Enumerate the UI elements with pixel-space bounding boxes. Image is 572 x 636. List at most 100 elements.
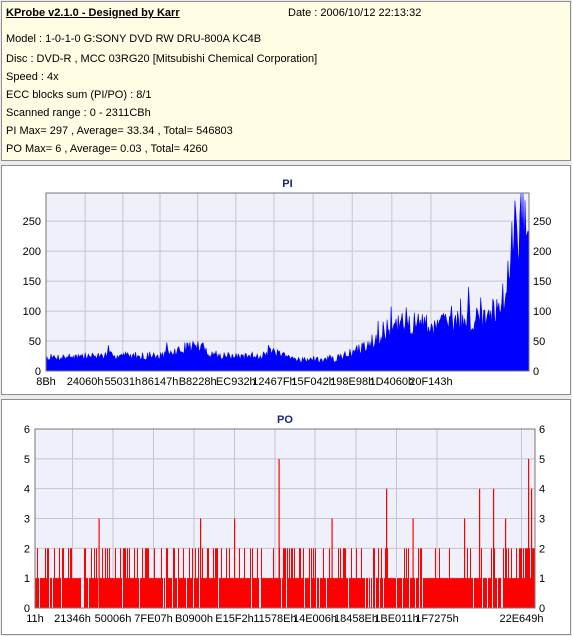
po-bar	[250, 548, 251, 608]
po-bar	[491, 548, 492, 608]
po-bar	[521, 548, 522, 608]
po-spike-4	[331, 518, 333, 608]
po-bar	[294, 548, 295, 608]
po-gap	[502, 578, 503, 608]
pi-xtick-7: 15F042h	[291, 376, 334, 388]
po-bar	[323, 548, 324, 608]
po-xtick-8: 18458Eh	[334, 613, 378, 625]
po-bar	[84, 548, 85, 608]
po-bar	[418, 548, 419, 608]
po-bar	[532, 548, 533, 608]
po-bar	[449, 548, 450, 608]
po-bar	[309, 548, 310, 608]
po-gap	[310, 578, 311, 608]
po-bar	[166, 548, 167, 608]
po-ytick-right-0: 0	[539, 603, 545, 615]
po-bar	[340, 548, 341, 608]
po-ytick-left-5: 5	[24, 454, 30, 466]
po-ytick-right-5: 5	[539, 454, 545, 466]
po-gap	[415, 578, 416, 608]
po-xtick-11: 22E649h	[499, 613, 543, 625]
po-bar	[381, 548, 382, 608]
po-bar	[174, 548, 175, 608]
po-ytick-left-4: 4	[24, 484, 30, 496]
po-chart-title: PO	[277, 414, 293, 426]
po-bar	[226, 548, 227, 608]
po-ytick-right-1: 1	[539, 573, 545, 585]
pi-ytick-left-0: 0	[35, 366, 41, 378]
po-bar	[127, 548, 128, 608]
po-gap	[82, 578, 83, 608]
po-bar	[356, 548, 357, 608]
pi-xtick-3: 86147h	[142, 376, 179, 388]
po-bar	[94, 548, 95, 608]
scan-date: Date : 2006/10/12 22:13:32	[288, 7, 422, 19]
po-bar	[523, 548, 524, 608]
po-bar	[124, 548, 125, 608]
po-bar	[481, 548, 482, 608]
po-bar	[105, 548, 106, 608]
po-spike-3	[278, 458, 280, 608]
po-bar	[345, 548, 346, 608]
po-bar	[63, 548, 64, 608]
po-xtick-1: 21346h	[54, 613, 91, 625]
po-bar	[148, 548, 149, 608]
po-gap	[260, 578, 261, 608]
po-bar	[406, 548, 407, 608]
po-gap	[319, 578, 320, 608]
po-bar	[217, 548, 218, 608]
po-bar	[516, 548, 517, 608]
pi-ytick-left-3: 150	[23, 276, 41, 288]
ecc-info: ECC blocks sum (PI/PO) : 8/1	[6, 89, 152, 101]
po-bar	[527, 548, 528, 608]
po-bar	[71, 548, 72, 608]
po-gap	[81, 578, 82, 608]
po-bar	[378, 548, 379, 608]
po-ytick-right-3: 3	[539, 514, 545, 526]
pi-xtick-2: 55031h	[104, 376, 141, 388]
po-bar	[506, 548, 507, 608]
po-spike-6	[412, 518, 414, 608]
po-bar	[37, 548, 38, 608]
po-bar	[85, 548, 86, 608]
po-spike-12	[531, 488, 533, 608]
po-bar	[134, 548, 135, 608]
po-bar	[303, 548, 304, 608]
po-bar	[239, 548, 240, 608]
pi-xtick-9: 1D4060h	[369, 376, 414, 388]
po-spike-7	[464, 518, 466, 608]
po-bar	[374, 548, 375, 608]
po-ytick-left-2: 2	[24, 543, 30, 555]
info-panel: KProbe v2.1.0 - Designed by Karr Date : …	[1, 1, 571, 161]
po-bar	[129, 548, 130, 608]
po-gap	[286, 578, 287, 608]
po-bar	[173, 548, 174, 608]
po-bar	[338, 548, 339, 608]
po-plot-border	[34, 428, 536, 609]
po-gap	[165, 578, 166, 608]
po-xtick-2: 50006h	[95, 613, 132, 625]
po-gap	[39, 578, 40, 608]
pi-chart-panel: PI 0 0 50 50 100 100 150 150 200 200 250 250 8Bh 24060…	[1, 165, 571, 395]
po-gap	[379, 578, 380, 608]
po-bar	[142, 548, 143, 608]
po-bar	[137, 548, 138, 608]
po-xtick-5: E15F2h	[215, 613, 254, 625]
po-bar	[503, 548, 504, 608]
po-bar	[70, 548, 71, 608]
po-bar	[68, 548, 69, 608]
po-bar	[520, 548, 521, 608]
po-ytick-left-0: 0	[24, 603, 30, 615]
po-bar	[439, 548, 440, 608]
po-bar	[283, 548, 284, 608]
po-spike-8	[479, 488, 481, 608]
po-bar	[361, 548, 362, 608]
po-gap	[365, 578, 366, 608]
pi-chart: PI 0 0 50 50 100 100 150 150 200 200 250 250 8Bh 24060…	[23, 178, 552, 388]
po-bar	[526, 548, 527, 608]
po-bar	[519, 548, 520, 608]
po-bar	[47, 548, 48, 608]
po-gap	[83, 578, 84, 608]
po-gap	[375, 578, 376, 608]
po-bar	[351, 548, 352, 608]
